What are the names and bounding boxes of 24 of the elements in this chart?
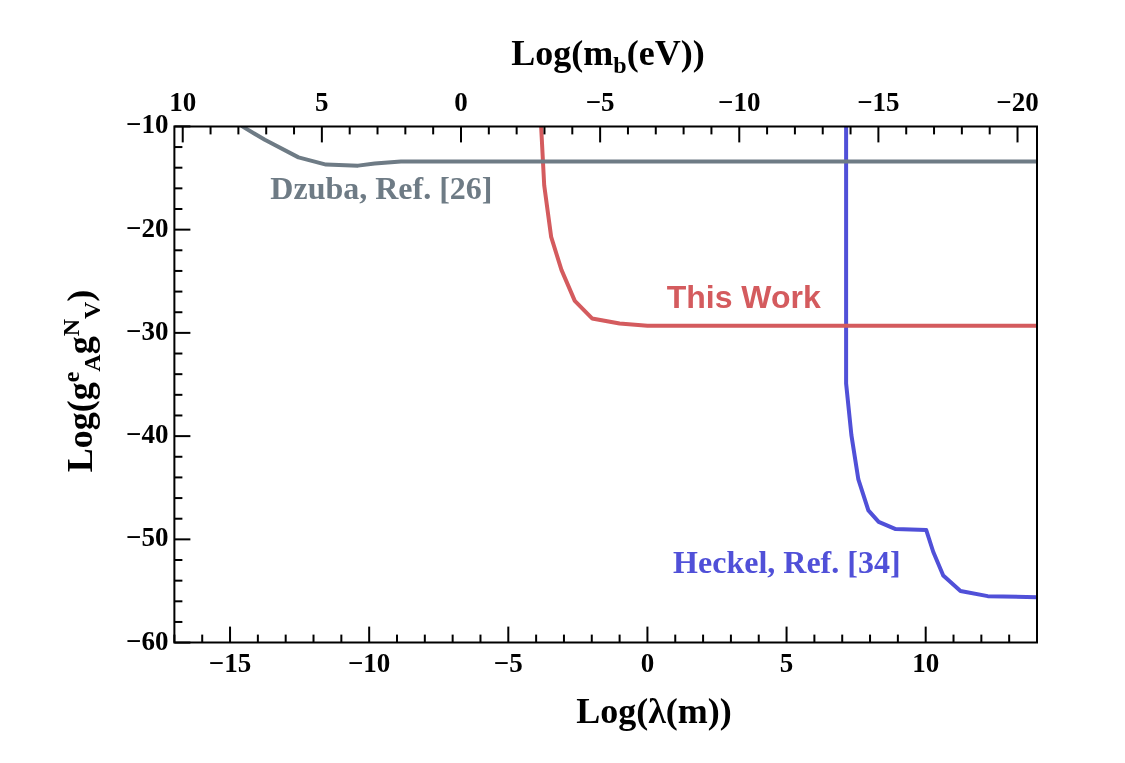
- x-tick-label: 5: [779, 647, 794, 678]
- y-tick-label: −20: [125, 212, 169, 243]
- y-tick-label: −50: [125, 522, 169, 553]
- x2-tick-label: 10: [169, 87, 197, 118]
- x-tick-label: 10: [912, 647, 940, 678]
- x2-tick-label: −20: [996, 87, 1039, 118]
- y-tick-label: −10: [125, 109, 169, 140]
- x-tick-label: −10: [347, 647, 391, 678]
- y-tick-label: −40: [125, 419, 169, 450]
- x2-tick-label: −5: [585, 87, 615, 118]
- x-axis-title: Log(λ(m)): [576, 690, 732, 732]
- x2-axis-title: Log(m$_{b}$(eV)): [511, 32, 705, 80]
- y-tick-label: −60: [125, 625, 169, 656]
- series-label: This Work: [666, 279, 821, 316]
- x-tick-label: −5: [493, 647, 523, 678]
- x2-tick-label: 0: [454, 87, 468, 118]
- x2-tick-label: −15: [857, 87, 900, 118]
- series-label: Dzuba, Ref. [26]: [270, 170, 493, 207]
- x2-tick-label: 5: [315, 87, 329, 118]
- x-tick-label: 0: [640, 647, 655, 678]
- x-tick-label: −15: [208, 647, 252, 678]
- y-tick-label: −30: [125, 315, 169, 346]
- x2-tick-label: −10: [718, 87, 761, 118]
- series-label: Heckel, Ref. [34]: [673, 544, 901, 581]
